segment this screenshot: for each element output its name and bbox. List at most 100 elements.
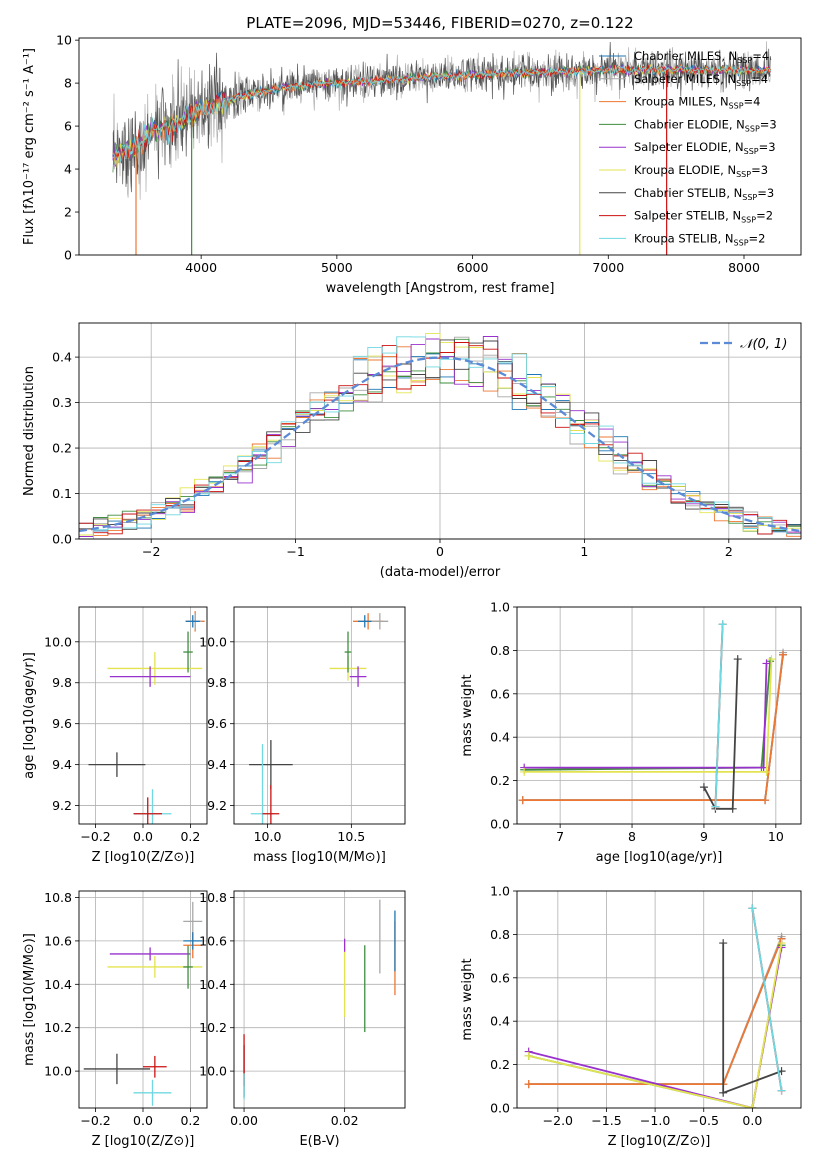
axes-frame <box>516 606 802 825</box>
x-tick-label: 0.0 <box>133 1113 153 1128</box>
y-tick-label: 0.4 <box>490 730 510 745</box>
x-tick-label: 1 <box>580 544 588 559</box>
x-axis-label: E(B-V) <box>299 1134 339 1149</box>
x-tick-label: −2.0 <box>543 1113 573 1128</box>
plot-area <box>83 901 203 1106</box>
legend-entry: Salpeter STELIB, NSSP=2 <box>634 209 773 225</box>
y-tick-label: 0.1 <box>52 486 72 501</box>
y-tick-label: 0.3 <box>52 395 72 410</box>
plot-area <box>524 904 786 1108</box>
y-tick-label: 1.0 <box>490 600 510 615</box>
legend-entry: Salpeter ELODIE, NSSP=3 <box>634 140 776 156</box>
y-tick-label: 9.2 <box>207 798 227 813</box>
x-tick-label: −0.2 <box>80 1113 110 1128</box>
y-tick-label: 10.6 <box>199 933 227 948</box>
y-axis-label: mass weight <box>460 674 475 756</box>
weight-marker <box>718 620 727 629</box>
weight-marker <box>777 939 786 948</box>
plot-area <box>79 332 801 539</box>
x-axis-label: mass [log10(M/M⊙)] <box>253 850 386 865</box>
axes-frame <box>233 606 406 825</box>
x-tick-label: 0.0 <box>742 1113 762 1128</box>
legend-entry: 𝒩(0, 1) <box>740 337 787 352</box>
plot-area <box>518 620 788 813</box>
x-tick-label: −2 <box>142 544 160 559</box>
y-tick-label: 10.2 <box>44 1020 72 1035</box>
x-tick-label: 2 <box>725 544 733 559</box>
weight-marker <box>779 650 788 659</box>
weight-line-5 <box>528 942 783 1108</box>
gaussian-reference-curve <box>79 356 801 533</box>
panel-weight_vs_age: 7 8 9 10 0.0 0.2 0.4 0.6 0.8 1.0 age [log10(age/yr… <box>460 600 802 865</box>
axes-frame <box>233 890 406 1109</box>
x-tick-label: 4000 <box>185 260 217 275</box>
legend-entry: Salpeter MILES, NSSP=4 <box>634 72 768 88</box>
residual-histogram-5 <box>79 332 801 536</box>
y-axis-label: age [log10(age/yr)] <box>22 652 37 779</box>
y-tick-label: 10 <box>56 33 72 48</box>
x-axis-label: wavelength [Angstrom, rest frame] <box>326 281 555 296</box>
weight-marker <box>518 796 527 805</box>
x-tick-label: 0.02 <box>331 1113 359 1128</box>
spectrum-line-8 <box>112 64 772 162</box>
y-tick-label: 0.2 <box>490 773 510 788</box>
legend-entry: Chabrier MILES, NSSP=4 <box>634 49 769 65</box>
x-tick-label: 7 <box>556 829 564 844</box>
legend-entry: Kroupa STELIB, NSSP=2 <box>634 231 765 247</box>
x-tick-label: 10 <box>768 829 784 844</box>
x-tick-label: 9 <box>700 829 708 844</box>
plot-area <box>243 899 396 1100</box>
weight-marker <box>748 1104 757 1108</box>
legend-entry: Chabrier STELIB, NSSP=3 <box>634 186 774 202</box>
y-tick-label: 10.0 <box>44 1064 72 1079</box>
plot-area <box>249 613 389 824</box>
weight-line-1 <box>522 652 784 801</box>
y-tick-label: 10.0 <box>44 634 72 649</box>
legend-entry: Kroupa ELODIE, NSSP=3 <box>634 163 768 179</box>
residual-histogram-6 <box>79 339 801 532</box>
axes-frame <box>78 322 802 540</box>
panel-residuals: −2 −1 0 1 2 0.0 0.1 0.2 0.3 0.4 (data-model)/error… <box>22 322 802 580</box>
y-tick-label: 10.0 <box>199 1064 227 1079</box>
x-tick-label: 7000 <box>592 260 624 275</box>
y-tick-label: 0 <box>64 248 72 263</box>
x-tick-label: −0.2 <box>80 829 110 844</box>
x-axis-label: (data-model)/error <box>380 565 501 580</box>
panel-spectrum: 4000 5000 6000 7000 8000 0 2 4 6 8 10 wavelength [A… <box>22 33 802 296</box>
weight-marker <box>761 796 770 805</box>
x-tick-label: −1.0 <box>640 1113 670 1128</box>
weight-marker <box>520 767 529 776</box>
y-tick-label: 8 <box>64 76 72 91</box>
x-tick-label: 0.2 <box>180 829 200 844</box>
y-tick-label: 10.6 <box>44 933 72 948</box>
y-tick-label: 0.4 <box>490 1014 510 1029</box>
y-tick-label: 4 <box>64 162 72 177</box>
x-tick-label: 5000 <box>321 260 353 275</box>
weight-marker <box>524 1051 533 1060</box>
y-tick-label: 1.0 <box>490 884 510 899</box>
y-axis-label: Normed distribution <box>22 366 37 496</box>
x-tick-label: −0.5 <box>689 1113 719 1128</box>
y-axis-label: Flux [fλ10⁻¹⁷ erg cm⁻² s⁻¹ A⁻¹] <box>22 48 37 245</box>
x-axis-label: Z [log10(Z/Z⊙)] <box>92 1134 195 1149</box>
axes-frame <box>78 37 802 256</box>
x-tick-label: 10.5 <box>337 829 365 844</box>
weight-line-4 <box>524 663 768 769</box>
weight-marker <box>762 767 771 776</box>
weight-marker <box>711 802 720 811</box>
panel-weight_vs_Z: −2.0 −1.5 −1.0 −0.5 0.0 0.0 0.2 0.4 0.6 0.8 1.0 Z [… <box>460 884 802 1149</box>
plot-area <box>88 611 205 824</box>
weight-marker <box>777 1086 786 1095</box>
y-tick-label: 10.8 <box>199 890 227 905</box>
y-tick-label: 0.4 <box>52 350 72 365</box>
axes-frame <box>516 890 802 1109</box>
x-tick-label: 0 <box>436 544 444 559</box>
weight-marker <box>699 783 708 792</box>
x-tick-label: 10.0 <box>254 829 282 844</box>
weight-marker <box>762 659 771 668</box>
weight-line-2 <box>522 654 784 801</box>
x-axis-label: age [log10(age/yr)] <box>596 850 723 865</box>
weight-marker <box>767 655 776 664</box>
